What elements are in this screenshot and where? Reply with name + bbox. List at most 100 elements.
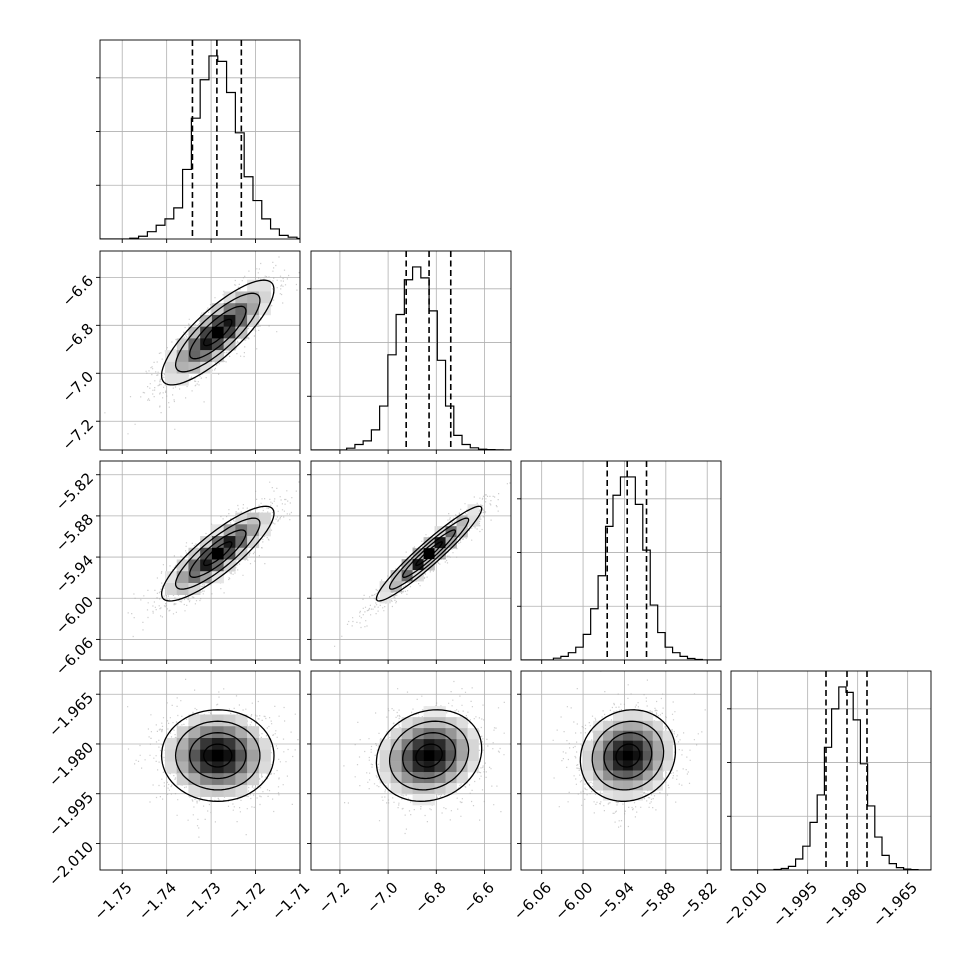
- density-cell: [412, 548, 424, 560]
- density-cell: [211, 314, 224, 327]
- density-cell: [603, 790, 614, 801]
- density-cell: [613, 780, 624, 791]
- density-cell: [164, 737, 178, 751]
- y-tick-label: −5.82: [52, 469, 97, 514]
- scatter-panel-3-2: [517, 670, 722, 874]
- density-cell: [211, 547, 224, 560]
- density-cell: [188, 784, 201, 797]
- density-cell: [632, 750, 644, 761]
- density-cell: [164, 582, 178, 596]
- contour-line: [603, 732, 653, 780]
- density-cell: [434, 750, 446, 762]
- density-cell: [379, 772, 391, 784]
- density-cell: [211, 784, 224, 797]
- density-cell: [211, 714, 224, 727]
- density-cell: [423, 750, 435, 762]
- density-cell: [247, 749, 260, 762]
- density-cell: [176, 350, 189, 363]
- density-cell: [467, 504, 479, 516]
- density-cell: [258, 291, 271, 304]
- density-cell: [223, 559, 236, 572]
- density-cell: [467, 739, 479, 751]
- density-cell: [593, 740, 604, 751]
- density-cell: [583, 750, 594, 761]
- contour-line: [415, 541, 443, 567]
- density-cell: [434, 772, 446, 784]
- density-cell: [200, 773, 213, 786]
- density-cell: [379, 739, 391, 751]
- density-cell: [247, 726, 260, 739]
- density-cell: [662, 730, 673, 741]
- density-cell: [200, 726, 213, 739]
- density-cell: [445, 526, 457, 538]
- density-cell: [613, 770, 624, 781]
- scatter-panel-3-0: [96, 670, 301, 874]
- contours: [160, 505, 275, 602]
- density-cell: [401, 750, 413, 762]
- contour-line: [591, 720, 665, 791]
- density-cell: [258, 761, 271, 774]
- density-cell: [622, 710, 634, 722]
- density-cell: [613, 720, 624, 732]
- density-cell: [200, 536, 213, 549]
- density-cell: [622, 750, 634, 761]
- density-cell: [632, 740, 644, 751]
- density-cell: [188, 773, 201, 786]
- density-cell: [401, 783, 413, 795]
- density-cell: [642, 740, 654, 751]
- contour-line: [615, 743, 641, 768]
- density-cell: [176, 726, 189, 739]
- y-tick-label: −1.965: [45, 689, 97, 741]
- density-cell: [434, 783, 446, 795]
- density-cell: [622, 760, 634, 771]
- density-cell: [200, 326, 213, 339]
- density-cell: [401, 717, 413, 729]
- scatter-panel-3-1: [307, 670, 512, 874]
- density-cell: [235, 714, 248, 727]
- density-cell: [445, 783, 457, 795]
- contour-line: [160, 709, 275, 802]
- density-cell: [164, 571, 178, 584]
- x-tick-label: −1.73: [179, 878, 224, 923]
- x-tick-label: −5.88: [634, 878, 679, 923]
- density-cell: [235, 749, 248, 762]
- density-cell: [176, 749, 189, 762]
- density-cell: [583, 740, 594, 751]
- density-cell: [456, 750, 468, 762]
- density-cell: [467, 750, 479, 762]
- y-tick-label: −6.00: [52, 593, 97, 638]
- density-cell: [235, 536, 248, 549]
- density-cell: [200, 547, 213, 560]
- x-tick-label: −1.995: [769, 878, 821, 930]
- density-cell: [188, 726, 201, 739]
- density-cell: [613, 790, 624, 801]
- density-cell: [423, 717, 435, 729]
- x-tick-label: −1.72: [224, 878, 269, 923]
- density-cell: [200, 714, 213, 727]
- density-cell: [456, 717, 468, 729]
- y-tick-label: −7.0: [59, 368, 97, 406]
- axes-frame: [99, 460, 301, 661]
- grid-lines: [100, 40, 300, 239]
- y-tick-label: −5.88: [52, 510, 97, 555]
- density-cell: [445, 537, 457, 549]
- density-cell: [223, 547, 236, 560]
- density-cell: [603, 760, 614, 771]
- density-cell: [412, 794, 424, 806]
- density-cell: [622, 770, 634, 781]
- density-cell: [223, 326, 236, 339]
- density-cell: [164, 350, 178, 363]
- density-cell: [223, 714, 236, 727]
- density-cell: [434, 739, 446, 751]
- density-cell: [445, 772, 457, 784]
- x-tick-label: −6.8: [411, 878, 449, 916]
- density-cell: [593, 720, 604, 732]
- contour-line: [579, 709, 677, 802]
- density-cell: [258, 303, 271, 316]
- density-cell: [390, 728, 402, 740]
- density-cell: [613, 750, 624, 761]
- density-cell: [412, 570, 424, 582]
- contour-line: [375, 709, 483, 802]
- density-cell: [258, 512, 271, 525]
- contour-line: [203, 541, 233, 567]
